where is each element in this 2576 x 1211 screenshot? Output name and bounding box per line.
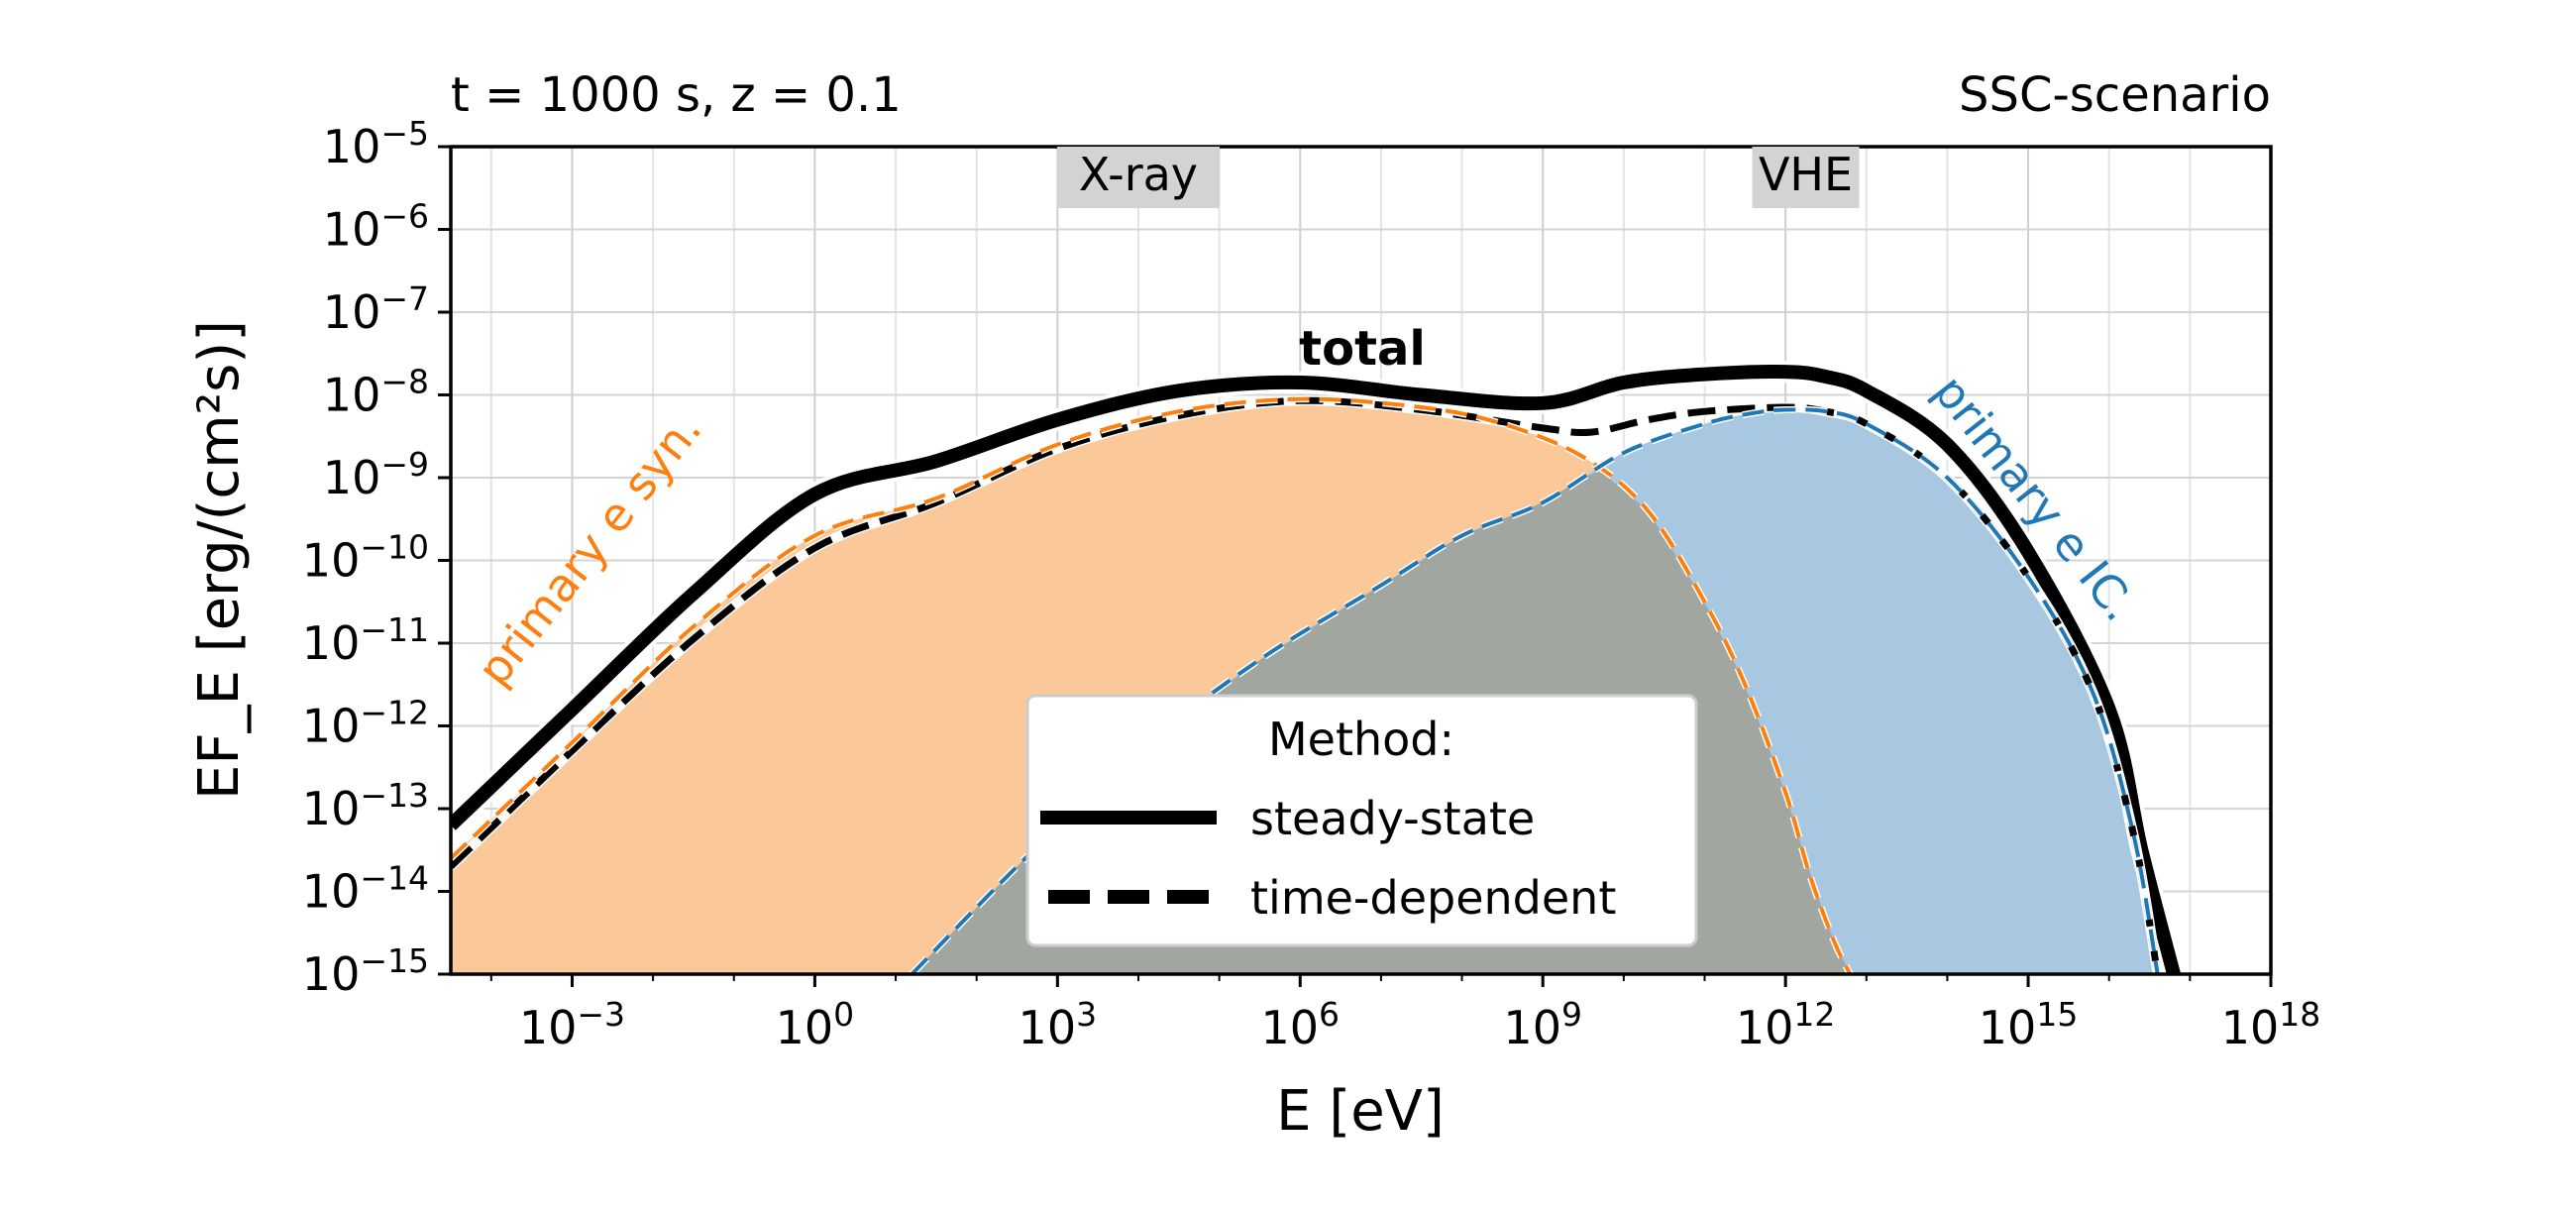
legend-time-label: time-dependent	[1250, 871, 1616, 925]
y-tick-label: 10−12	[302, 694, 429, 753]
y-tick-label: 10−10	[302, 528, 429, 588]
y-tick-label: 10−15	[302, 941, 429, 1001]
legend-title: Method:	[1268, 713, 1454, 766]
chart-title-right: SSC-scenario	[1959, 67, 2271, 123]
y-tick-label: 10−14	[302, 859, 429, 919]
band-background	[1056, 147, 1220, 208]
x-tick-label: 1015	[1979, 995, 2079, 1054]
band-label: VHE	[1759, 148, 1853, 201]
y-tick-labels: 10−5 10−6 10−7 10−8 10−9 10−10 10−11 10−12 10−13…	[302, 114, 429, 1001]
total-label: total	[1299, 321, 1426, 377]
x-tick-label: 10−3	[519, 995, 625, 1054]
x-tick-label: 106	[1260, 995, 1340, 1054]
x-tick-label: 103	[1019, 995, 1098, 1054]
x-tick-label: 1018	[2221, 995, 2321, 1054]
y-tick-label: 10−6	[323, 197, 429, 257]
band-background	[1752, 147, 1860, 208]
total-steady-state-line	[451, 365, 2181, 974]
y-tick-label: 10−9	[323, 445, 429, 504]
x-tick-label: 100	[776, 995, 855, 1054]
band-labels: X-ray VHE	[1056, 147, 1860, 208]
x-axis-label: E [eV]	[1276, 1079, 1445, 1144]
syn-dashed-line	[451, 396, 1853, 974]
legend-steady-label: steady-state	[1250, 792, 1535, 845]
x-tick-label: 1012	[1736, 995, 1836, 1054]
legend: Method: steady-state time-dependent	[1025, 694, 1698, 947]
y-tick-label: 10−8	[323, 363, 429, 422]
x-tick-label: 109	[1503, 995, 1582, 1054]
band-x-ray: X-ray	[1056, 147, 1220, 208]
band-vhe: VHE	[1752, 147, 1860, 208]
axis-ticks	[438, 145, 2273, 987]
band-label: X-ray	[1079, 148, 1198, 201]
legend-box	[1025, 694, 1698, 947]
chart-title-left: t = 1000 s, z = 0.1	[451, 67, 902, 123]
y-tick-label: 10−11	[302, 610, 429, 670]
y-tick-label: 10−7	[323, 279, 429, 339]
y-tick-label: 10−13	[302, 776, 429, 835]
y-tick-label: 10−5	[323, 114, 429, 173]
y-axis-label: EF_E [erg/(cm²s)]	[187, 320, 252, 800]
x-tick-labels: 10−3 100 103 106 109 1012 1015 1018	[519, 995, 2320, 1054]
